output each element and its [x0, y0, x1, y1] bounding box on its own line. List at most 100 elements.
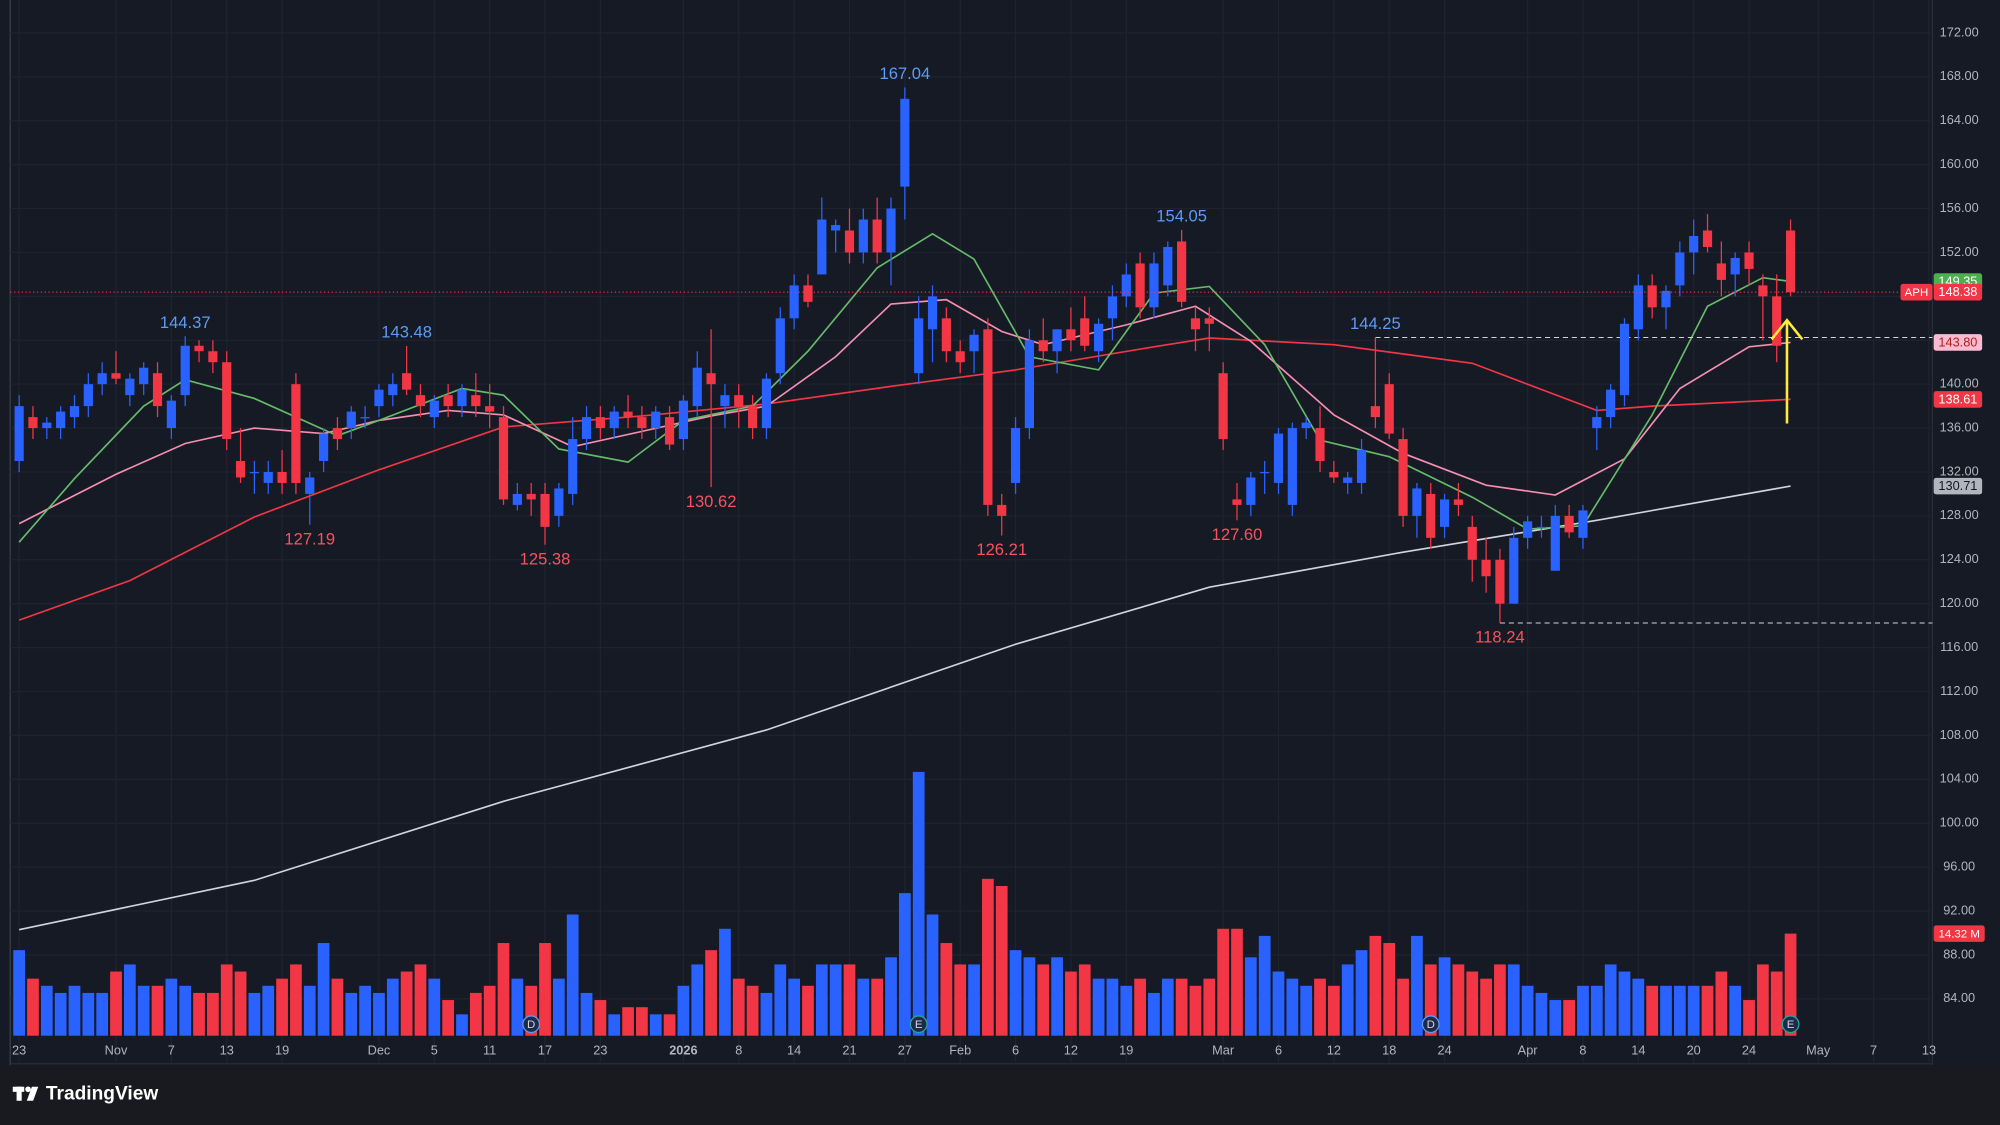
candle-body — [485, 406, 495, 412]
candle-body — [1744, 252, 1754, 269]
candle-body — [1564, 515, 1574, 533]
volume-bar — [483, 985, 496, 1036]
volume-bar — [165, 978, 178, 1036]
volume-bar — [1037, 964, 1050, 1036]
candle-body — [222, 362, 232, 440]
volume-bar — [1314, 978, 1326, 1036]
candle-body — [969, 334, 979, 352]
volume-bar — [317, 943, 330, 1036]
candle-body — [1426, 493, 1436, 538]
volume-bar — [13, 950, 25, 1036]
volume-bar — [400, 971, 413, 1036]
volume-bar — [539, 943, 551, 1036]
volume-bar — [1272, 971, 1285, 1036]
x-tick-label: 14 — [1631, 1042, 1645, 1057]
candle-body — [235, 461, 246, 478]
volume-bar — [1120, 985, 1133, 1036]
candle-body — [1495, 559, 1505, 604]
volume-bar — [636, 1007, 648, 1036]
candle-body — [69, 406, 80, 418]
candle-body — [1702, 230, 1713, 247]
volume-bar — [760, 992, 773, 1036]
candle-body — [512, 493, 522, 505]
volume-bar — [774, 964, 787, 1036]
candle-body — [1010, 428, 1021, 483]
candle-body — [277, 471, 287, 483]
extreme-label: 127.60 — [1212, 525, 1263, 544]
candle-body — [415, 395, 426, 407]
y-tick-label: 160.00 — [1940, 156, 1979, 171]
candle-body — [761, 378, 772, 429]
y-tick-label: 156.00 — [1940, 200, 1979, 215]
candle-body — [498, 417, 509, 500]
volume-bar — [1452, 964, 1465, 1036]
volume-bar — [1687, 985, 1700, 1036]
candle-body — [1509, 537, 1519, 604]
price-tag — [1933, 283, 1983, 301]
candle-body — [609, 411, 619, 429]
volume-bar — [1507, 964, 1520, 1036]
volume-bar — [1175, 978, 1188, 1036]
candle-body — [900, 98, 910, 187]
candle-body — [831, 225, 841, 231]
volume-bar — [428, 978, 441, 1036]
y-tick-label: 172.00 — [1940, 24, 1979, 39]
candle-body — [1315, 428, 1325, 462]
volume-bar — [1673, 985, 1686, 1036]
event-marker — [522, 1015, 541, 1034]
candle-body — [1758, 285, 1768, 297]
volume-bar — [802, 985, 814, 1036]
volume-bar — [1563, 1000, 1575, 1036]
volume-bar — [1203, 978, 1216, 1036]
y-tick-label: 84.00 — [1943, 990, 1975, 1005]
candle-body — [1343, 477, 1353, 483]
candle-body — [886, 208, 896, 253]
volume-bar — [691, 964, 704, 1036]
volume-bar — [898, 893, 911, 1036]
candle-body — [775, 318, 785, 374]
candle-body — [1523, 521, 1533, 538]
candle-body — [568, 439, 578, 494]
extreme-label: 143.48 — [381, 323, 432, 342]
arrow-head — [1770, 318, 1804, 341]
extreme-label: 130.62 — [686, 492, 737, 511]
candle-body — [1232, 499, 1242, 505]
candle-body — [1052, 329, 1062, 352]
volume-bar — [1397, 978, 1409, 1036]
volume-bar — [373, 992, 385, 1036]
symbol-label: APH — [1905, 287, 1929, 299]
symbol-tag — [1900, 283, 1933, 301]
price-tag-label: 138.61 — [1938, 391, 1977, 406]
volume-bar — [1161, 978, 1174, 1036]
candle-body — [152, 373, 163, 407]
candle-body — [1412, 488, 1422, 516]
candle-body — [927, 296, 938, 330]
volume-bar — [1729, 985, 1742, 1036]
volume-tag — [1933, 925, 1985, 942]
volume-bar — [552, 978, 565, 1036]
extreme-label: 127.19 — [284, 529, 335, 548]
volume-bar — [442, 1000, 455, 1036]
candle-body — [1121, 274, 1131, 297]
candle-body — [56, 411, 66, 429]
ma-line — [18, 485, 1791, 931]
candle-body — [651, 411, 661, 429]
volume-bar — [456, 1014, 468, 1036]
volume-bar — [1784, 933, 1797, 1036]
volume-bar — [1549, 1000, 1562, 1036]
candle-body — [166, 400, 176, 429]
x-tick-label: 19 — [1119, 1042, 1133, 1057]
y-tick-label: 88.00 — [1943, 946, 1975, 961]
volume-bar — [1632, 978, 1645, 1036]
volume-bar — [1701, 985, 1714, 1036]
candle-body — [1038, 340, 1048, 352]
price-tag — [1933, 334, 1983, 351]
volume-bar — [982, 878, 994, 1036]
candle-body — [678, 400, 689, 440]
candle-body — [208, 351, 218, 363]
volume-bar — [1383, 943, 1396, 1036]
candle-body — [443, 395, 453, 407]
volume-bar — [594, 1000, 607, 1036]
y-tick-label: 116.00 — [1940, 639, 1978, 654]
candle-body — [28, 417, 38, 429]
